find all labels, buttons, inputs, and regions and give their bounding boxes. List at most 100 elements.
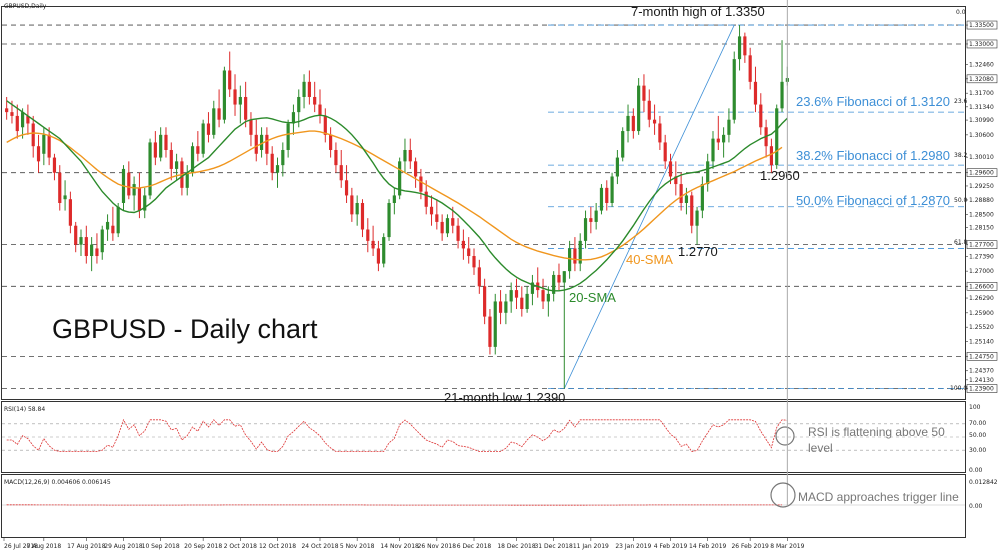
time-tick-label: 8 Mar 2019 — [770, 543, 804, 550]
candle-body — [228, 70, 232, 90]
candle-body — [26, 115, 30, 124]
candle-body — [530, 282, 535, 294]
price-tick-label: 1.23900 — [969, 386, 994, 393]
candle-body — [392, 195, 396, 203]
candle-body — [700, 184, 704, 211]
candle-body — [84, 237, 88, 257]
rsi-tick-70: 70.00 — [969, 420, 986, 427]
candle-body — [578, 240, 582, 264]
candle-body — [259, 134, 264, 150]
candle-body — [398, 161, 402, 196]
horizontal-levels — [2, 24, 965, 389]
candle-body — [663, 142, 667, 162]
time-tick-label: 12 Oct 2018 — [259, 543, 296, 550]
candle-body — [557, 274, 561, 283]
candle-body — [408, 149, 412, 162]
candle-body — [31, 123, 35, 147]
candle-body — [15, 115, 19, 132]
candle-body — [190, 146, 195, 173]
candle-body — [594, 210, 598, 222]
candle-body — [164, 134, 168, 150]
candle-body — [275, 165, 280, 173]
time-tick-label: 2 Oct 2018 — [224, 543, 257, 550]
candle-body — [90, 244, 94, 257]
price-tick-label: 1.31700 — [969, 90, 994, 97]
time-tick-label: 14 Feb 2019 — [689, 543, 727, 550]
candle-body — [477, 267, 481, 287]
candle-body — [10, 112, 14, 116]
candle-body — [615, 157, 619, 177]
time-tick-label: 31 Dec 2018 — [534, 543, 573, 550]
candle-body — [318, 104, 322, 116]
candle-body — [413, 161, 418, 177]
price-tick-label: 1.25900 — [969, 310, 994, 317]
candle-body — [472, 256, 476, 268]
time-tick-label: 11 Jan 2019 — [573, 543, 609, 550]
annotation-1-2770: 1.2770 — [678, 244, 718, 259]
candle-body — [546, 293, 550, 302]
candle-body — [132, 184, 136, 196]
candle-body — [695, 210, 699, 226]
chart-title: GBPUSD,Daily — [4, 3, 47, 10]
time-tick-label: 6 Dec 2018 — [457, 543, 492, 550]
annotation-fib-38-2: 38.2% Fibonacci of 1.2980 — [796, 148, 950, 163]
candle-body — [137, 187, 142, 211]
candle-body — [706, 161, 710, 185]
time-tick-label: 26 Jul 2018 — [4, 543, 38, 550]
price-tick-label: 1.30010 — [969, 154, 994, 161]
candle-body — [520, 297, 524, 310]
candle-body — [382, 237, 386, 264]
time-tick-label: 10 Sep 2018 — [142, 543, 180, 550]
annotation-1-2960: 1.2960 — [760, 168, 800, 183]
price-tick-label: 1.33000 — [969, 41, 994, 48]
candle-body — [573, 248, 577, 264]
candle-body — [716, 138, 720, 143]
candle-body — [440, 221, 444, 234]
candle-body — [493, 301, 497, 347]
candle-body — [461, 240, 465, 249]
candle-body — [769, 146, 774, 166]
candle-body — [775, 108, 779, 166]
price-tick-label: 1.29250 — [969, 183, 994, 190]
price-tick-label: 1.25520 — [969, 324, 994, 331]
candle-body — [238, 96, 242, 105]
candle-body — [127, 172, 131, 196]
candle-body — [100, 229, 104, 253]
candle-body — [74, 225, 78, 245]
candle-body — [541, 290, 545, 302]
candle-body — [52, 157, 57, 173]
time-tick-label: 5 Nov 2018 — [340, 543, 375, 550]
rsi-label: RSI(14) 58.84 — [4, 406, 45, 413]
candle-body — [297, 96, 301, 113]
candle-body — [743, 36, 747, 56]
macd-label: MACD(12,26,9) 0.004606 0.006145 — [4, 479, 111, 486]
candle-body — [366, 229, 370, 241]
candle-body — [621, 131, 625, 158]
price-tick-label: 1.24130 — [969, 377, 994, 384]
candle-body — [668, 161, 673, 177]
candle-body — [344, 180, 349, 196]
sma-20-line — [6, 100, 788, 292]
candle-body — [509, 290, 513, 302]
fib-marker-61-8: 61.8 — [954, 239, 968, 246]
candle-body — [583, 218, 588, 241]
fib-marker-50: 50.0 — [954, 197, 968, 204]
fibonacci-trendline — [563, 24, 735, 389]
candle-body — [525, 293, 529, 310]
price-axis: 1.33500 1.33000 1.32460 1.32080 1.31700 1.313… — [965, 20, 998, 393]
candle-body — [371, 240, 375, 249]
candle-body — [722, 134, 726, 143]
candle-body — [217, 108, 221, 120]
candle-body — [504, 301, 508, 313]
annotation-7-month-high: 7-month high of 1.3350 — [631, 4, 765, 19]
time-tick-label: 14 Nov 2018 — [380, 543, 419, 550]
time-tick-label: 23 Jan 2019 — [615, 543, 651, 550]
candle-body — [376, 248, 381, 264]
candle-body — [68, 199, 72, 226]
price-tick-label: 1.28150 — [969, 225, 994, 232]
candle-body — [626, 115, 630, 132]
candle-body — [270, 153, 274, 173]
candle-body — [684, 195, 689, 203]
price-tick-label: 1.26290 — [969, 295, 994, 302]
